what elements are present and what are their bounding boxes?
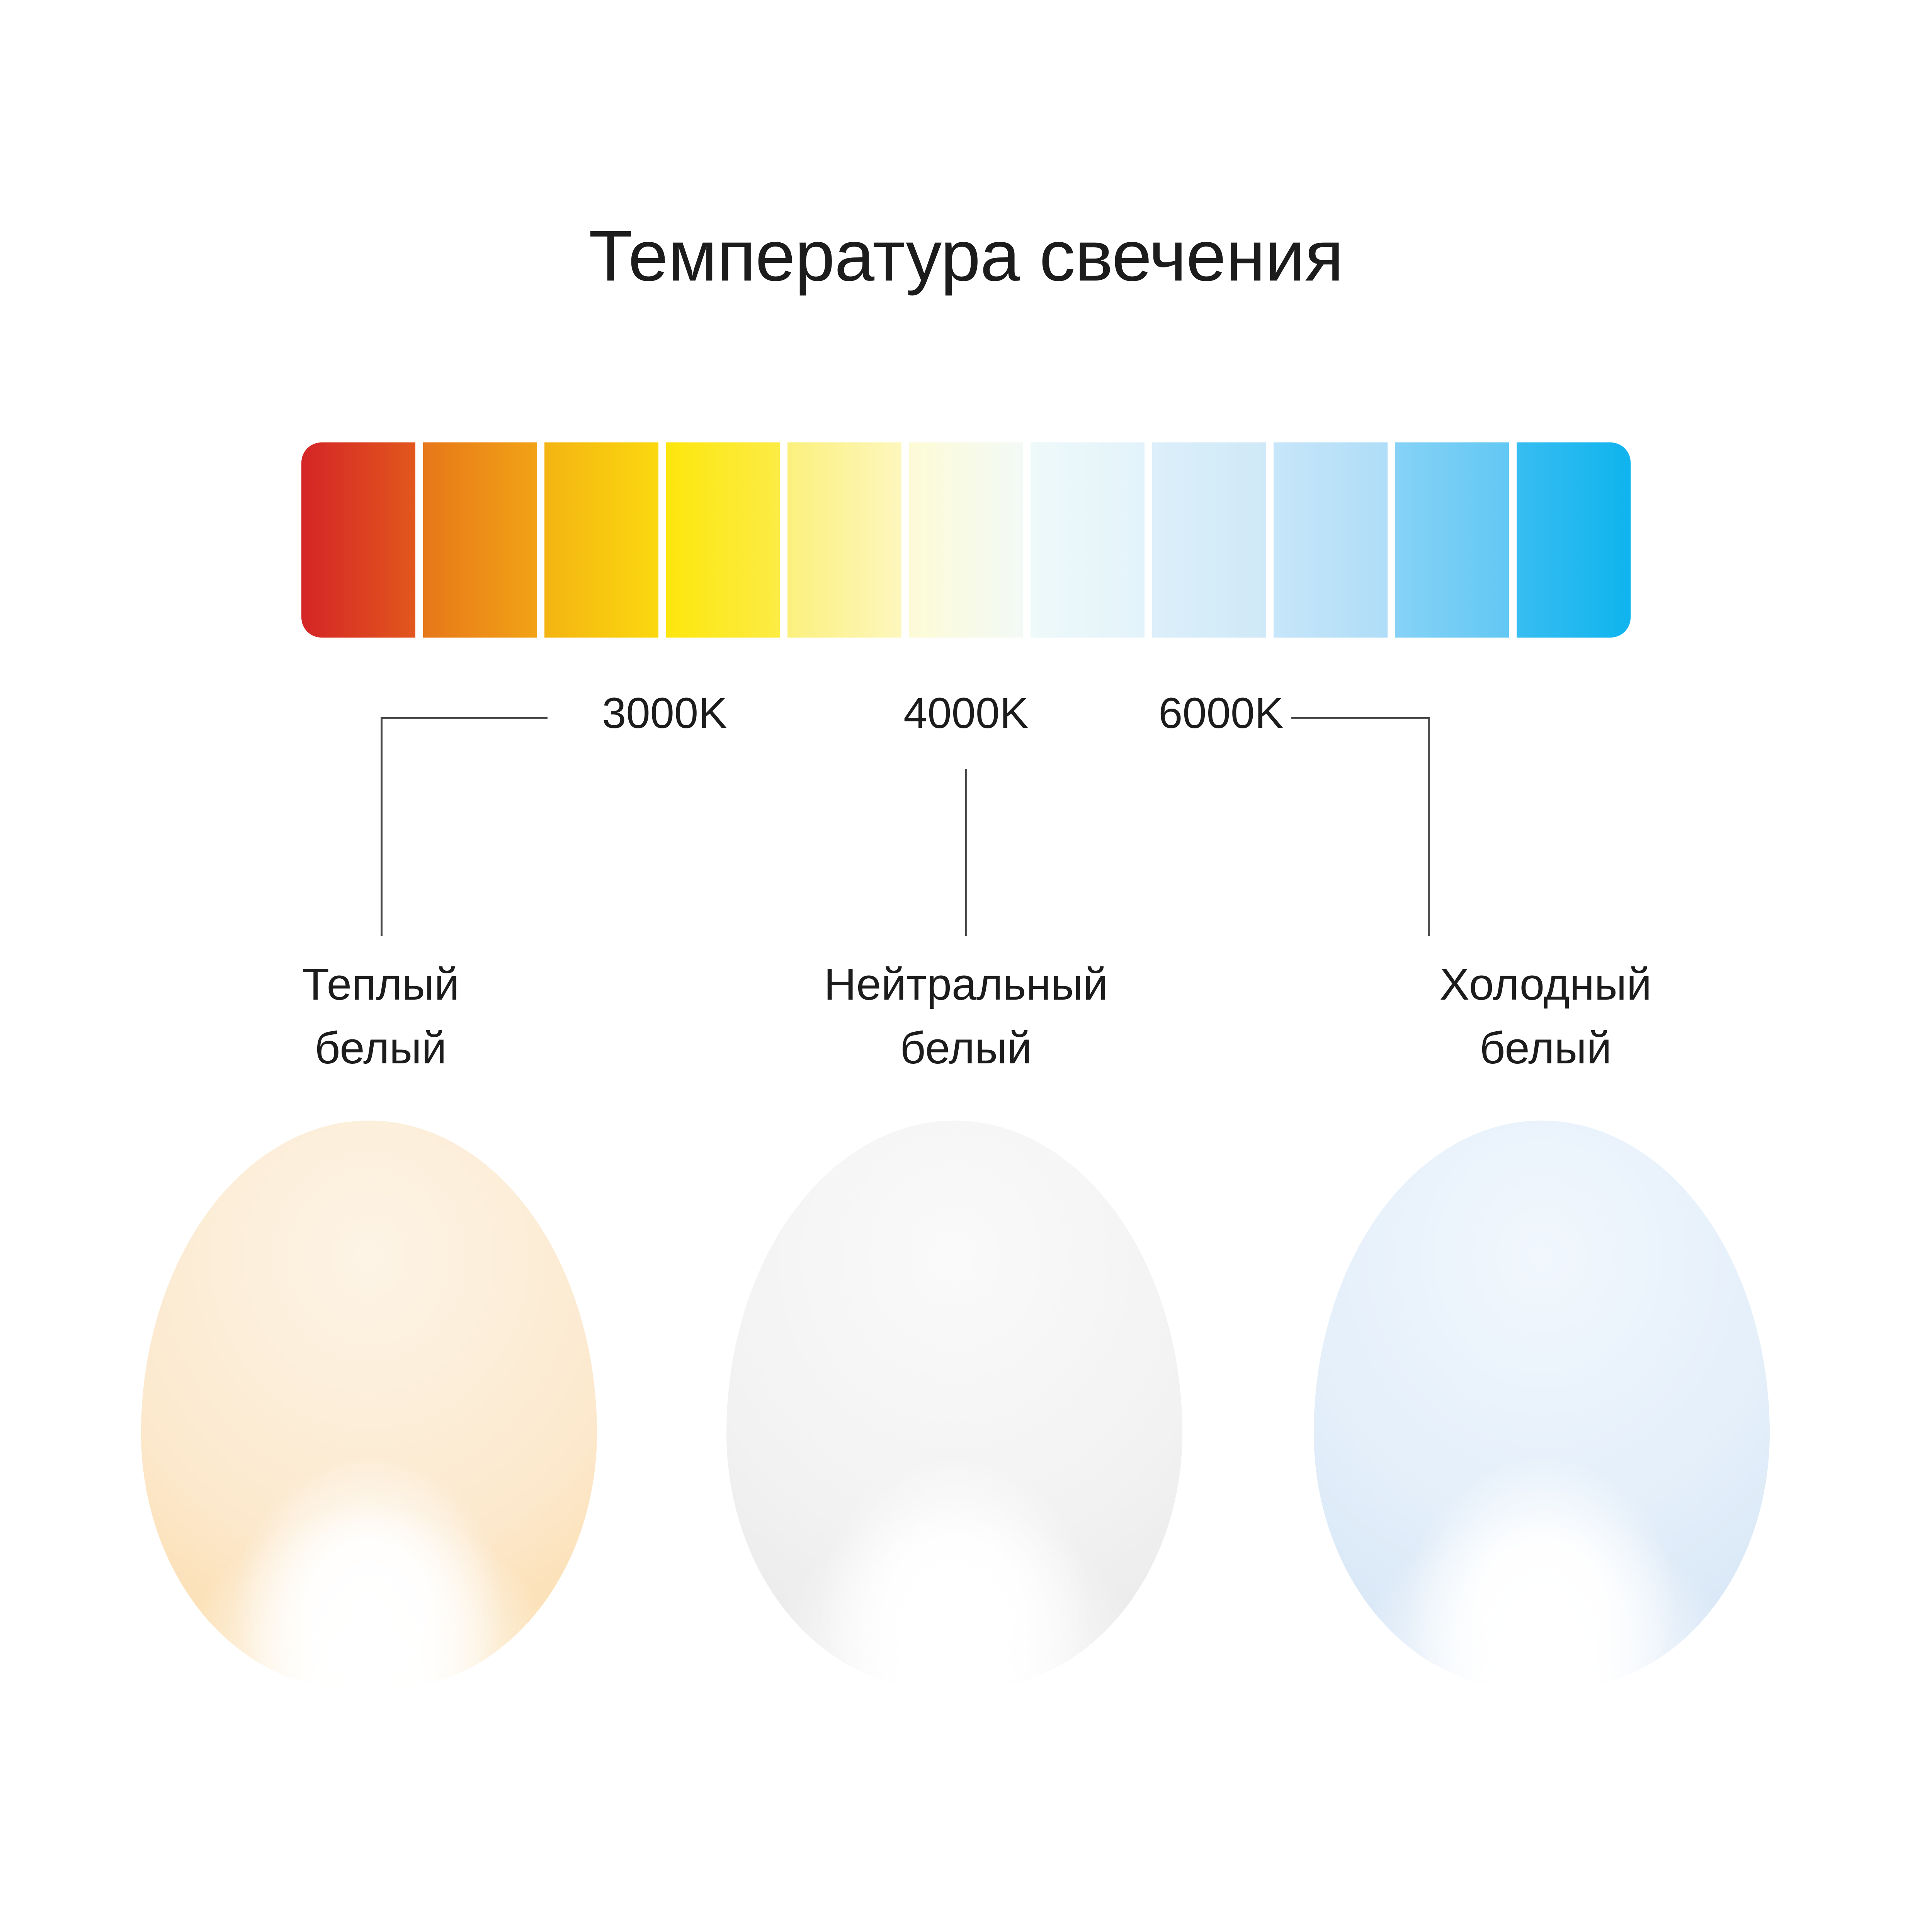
caption-warm-white: Теплый белый [302, 959, 459, 1073]
caption-neutral-white: Нейтральный белый [824, 959, 1108, 1073]
leader-line-warm-vertical [381, 717, 383, 936]
color-segment [1031, 442, 1145, 638]
bulb-neutral-hotspot [813, 1450, 1096, 1711]
bulb-cool-hotspot [1400, 1450, 1683, 1711]
caption-cool-white: Холодный белый [1439, 959, 1652, 1073]
leader-line-warm-horizontal [381, 717, 548, 719]
color-segment [1152, 442, 1266, 638]
tick-label-4000k: 4000K [903, 689, 1029, 737]
leader-line-neutral-vertical [965, 769, 967, 936]
bulb-cool [1314, 1121, 1770, 1711]
color-temperature-bar [301, 442, 1631, 638]
color-segment [544, 442, 658, 638]
color-segment [909, 442, 1023, 638]
leader-line-cool-vertical [1428, 717, 1430, 936]
bulb-neutral [726, 1121, 1182, 1711]
tick-label-3000k: 3000K [602, 689, 727, 737]
bulb-warm [141, 1121, 597, 1711]
color-segment [666, 442, 780, 638]
color-segment [1395, 442, 1509, 638]
color-segment [1274, 442, 1388, 638]
bulb-warm-hotspot [228, 1450, 510, 1711]
tick-label-6000k: 6000K [1158, 689, 1284, 737]
color-segment [1517, 442, 1631, 638]
leader-line-cool-horizontal [1291, 717, 1430, 719]
color-segment [787, 442, 901, 638]
page-title: Температура свечения [588, 216, 1344, 296]
color-segment [301, 442, 415, 638]
color-segment [423, 442, 537, 638]
